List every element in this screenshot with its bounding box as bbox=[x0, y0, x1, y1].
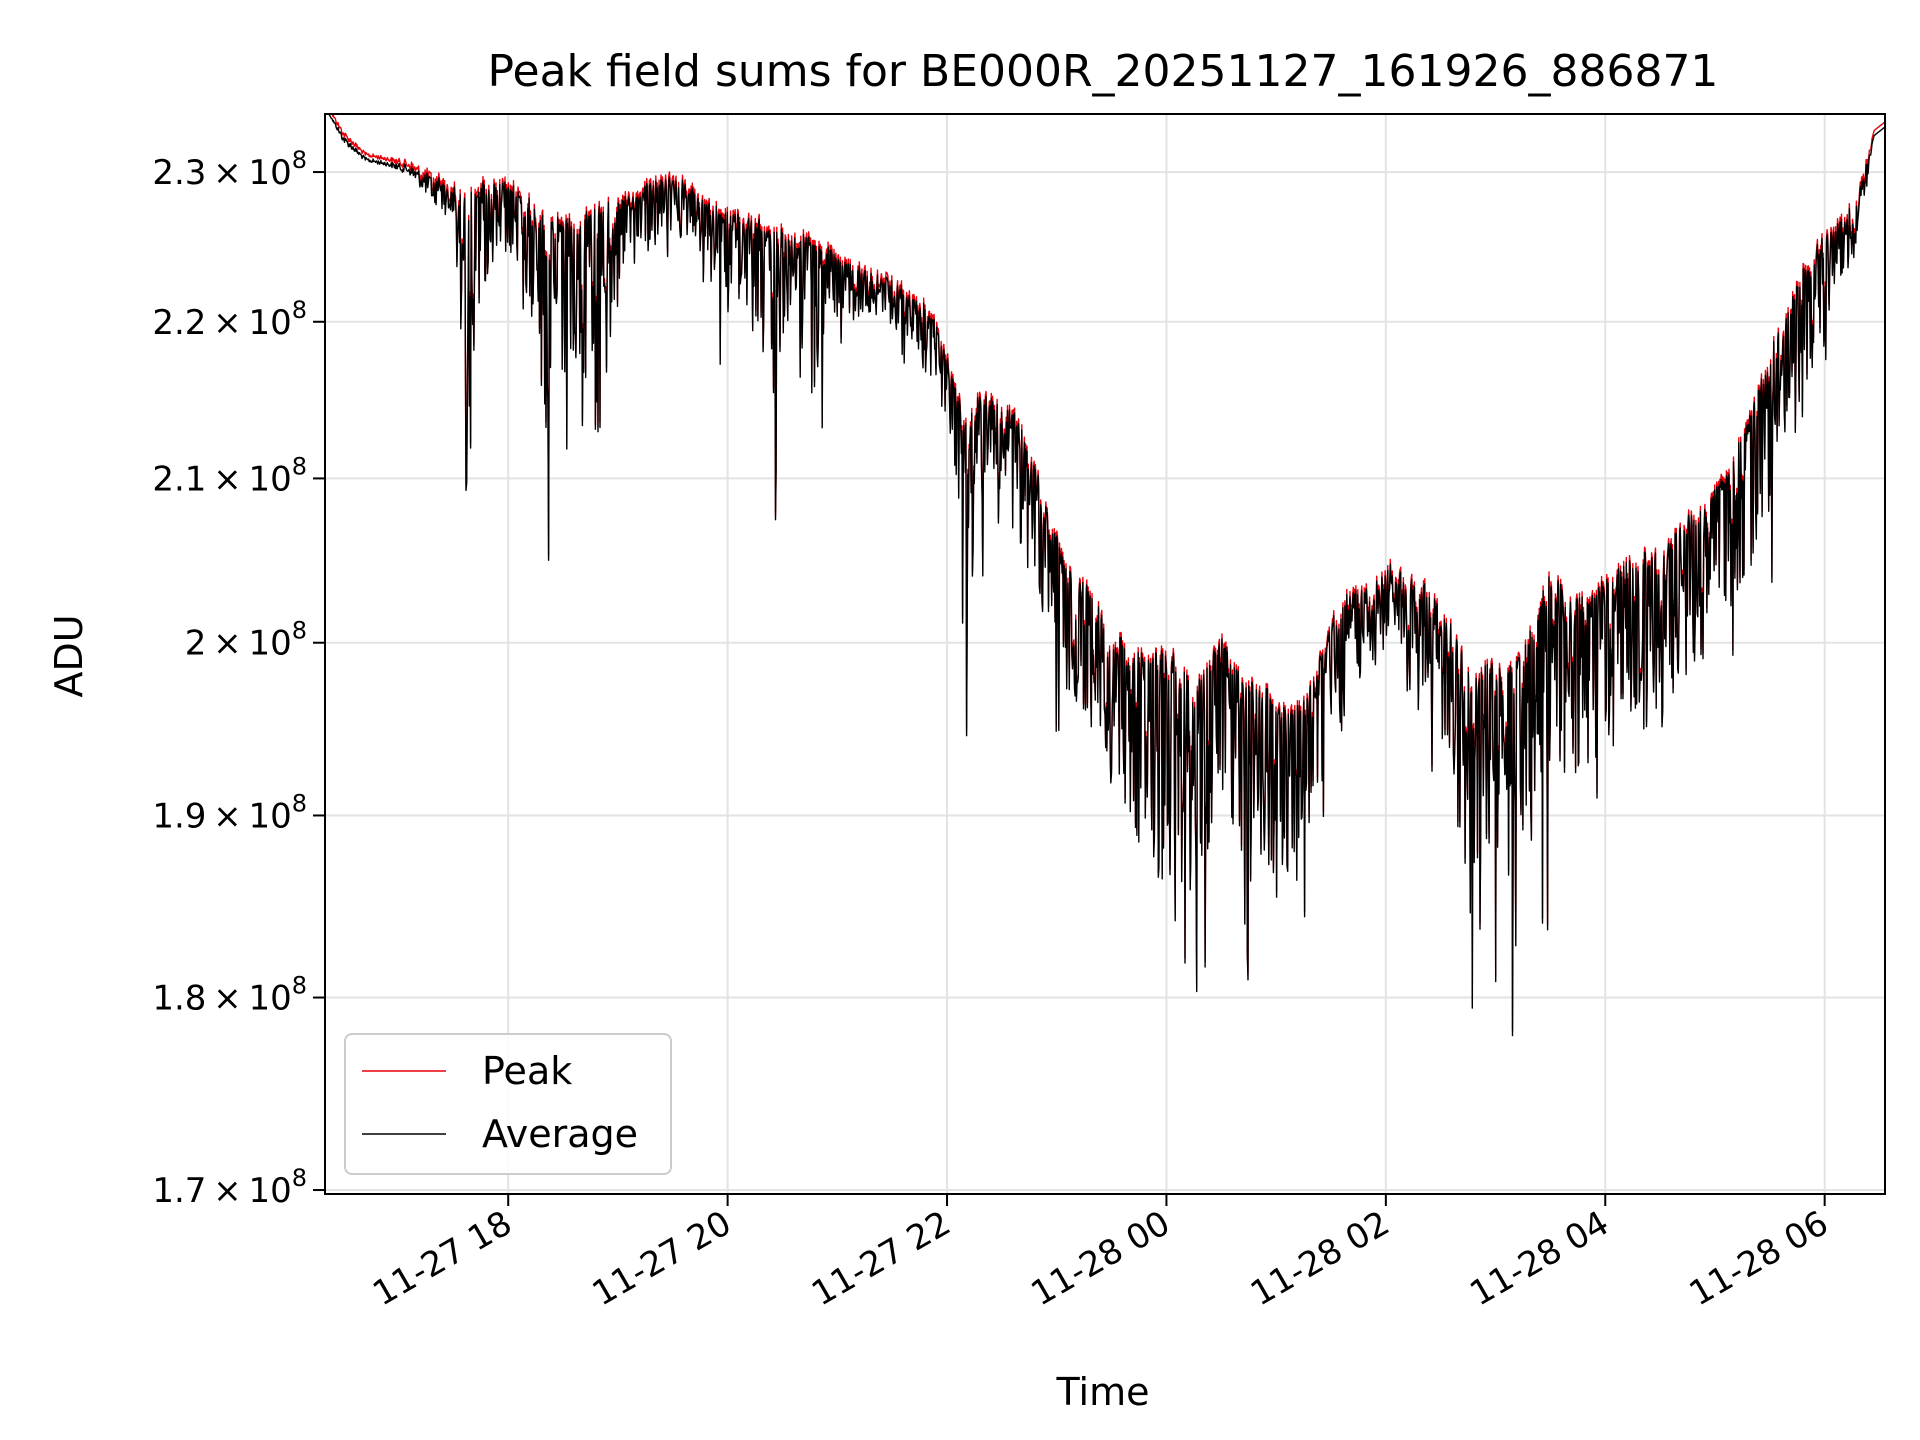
y-axis-ticks: 1.7 × 108 1.8 × 108 1.9 × 108 2 × 108 2.1 × … bbox=[152, 146, 325, 1211]
y-tick-label: 1.7 × 108 bbox=[152, 1164, 307, 1211]
series-line-average bbox=[328, 114, 1885, 1037]
y-tick-label: 2 × 108 bbox=[185, 617, 307, 664]
x-axis-label: Time bbox=[1056, 1370, 1150, 1414]
plot-frame bbox=[324, 113, 1886, 1195]
y-tick-label: 1.9 × 108 bbox=[152, 789, 307, 836]
y-tick-label: 1.8 × 108 bbox=[152, 972, 307, 1019]
legend-label-average: Average bbox=[482, 1112, 638, 1156]
series-group bbox=[328, 114, 1885, 1037]
y-axis-label: ADU bbox=[47, 614, 91, 697]
chart-title: Peak field sums for BE000R_20251127_1619… bbox=[488, 46, 1719, 97]
legend: Peak Average bbox=[344, 1033, 672, 1175]
y-tick-label: 2.2 × 108 bbox=[152, 296, 307, 343]
series-line-peak bbox=[330, 114, 1885, 1032]
y-tick-label: 2.1 × 108 bbox=[152, 452, 307, 499]
legend-label-peak: Peak bbox=[482, 1049, 572, 1093]
y-tick-label: 2.3 × 108 bbox=[152, 146, 307, 193]
legend-box bbox=[344, 1033, 672, 1175]
